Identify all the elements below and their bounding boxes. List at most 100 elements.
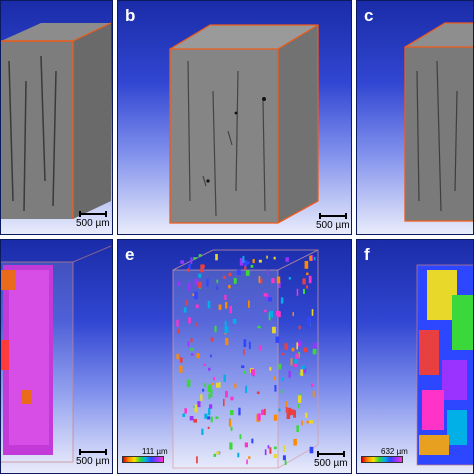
pore-mark bbox=[281, 377, 284, 381]
pore-mark bbox=[239, 434, 242, 440]
pore-mark bbox=[224, 320, 227, 329]
pore-mark bbox=[207, 301, 211, 309]
pore-mark bbox=[286, 412, 291, 419]
pore-mark bbox=[309, 255, 312, 261]
pore-mark bbox=[242, 255, 245, 263]
pore-mark bbox=[244, 264, 247, 270]
pore-mark bbox=[285, 257, 289, 262]
pore-mark bbox=[264, 309, 267, 313]
pore-mark bbox=[291, 409, 295, 415]
pore-mark bbox=[191, 353, 194, 356]
panel-letter-f: f bbox=[364, 245, 370, 264]
pore-mark bbox=[216, 279, 219, 283]
pore-mark bbox=[215, 254, 218, 261]
scale-bar: 500 µm bbox=[316, 213, 350, 231]
pore-mark bbox=[302, 278, 306, 285]
pore-mark bbox=[204, 383, 206, 387]
pore-mark bbox=[306, 420, 309, 424]
pore-mark bbox=[197, 401, 201, 408]
pore-mark bbox=[283, 445, 285, 452]
pore-mark bbox=[228, 419, 232, 427]
pore-mark bbox=[303, 347, 308, 353]
scale-bar: 500 µm bbox=[314, 451, 348, 469]
pore-mark bbox=[269, 367, 272, 371]
pore-mark bbox=[189, 281, 191, 289]
pore-mark bbox=[188, 263, 191, 270]
pore-mark bbox=[185, 300, 188, 306]
panel-d: 500 µm bbox=[0, 239, 113, 474]
pore-mark bbox=[258, 259, 262, 263]
pore-mark bbox=[284, 343, 288, 350]
pore-mark bbox=[193, 257, 197, 260]
pore-mark bbox=[269, 447, 272, 454]
pore-mark bbox=[196, 456, 198, 464]
pore-mark bbox=[177, 328, 180, 334]
pore-mark bbox=[280, 297, 284, 304]
pore-mark bbox=[251, 369, 255, 376]
pore-mark bbox=[230, 410, 234, 416]
pore-mark bbox=[251, 438, 254, 444]
scale-bar: 500 µm bbox=[76, 449, 110, 467]
pore-mark bbox=[284, 460, 287, 465]
pore-mark bbox=[230, 426, 233, 431]
pore-mark bbox=[304, 412, 308, 418]
pore-mark bbox=[194, 291, 198, 300]
pore-mark bbox=[269, 310, 274, 318]
pore-mark bbox=[206, 278, 209, 287]
pore-mark bbox=[180, 357, 183, 363]
pore-mark bbox=[194, 278, 199, 286]
pore-mark bbox=[218, 304, 222, 310]
pore-mark bbox=[273, 256, 276, 260]
micro-ct-volume-b bbox=[169, 24, 319, 224]
pore-mark bbox=[208, 367, 211, 371]
pore-mark bbox=[244, 442, 248, 448]
pore-mark bbox=[233, 277, 237, 284]
pore-mark bbox=[263, 408, 266, 416]
pore-mark bbox=[273, 414, 278, 421]
pore-mark bbox=[296, 288, 299, 296]
pore-mark bbox=[245, 385, 248, 394]
pore-mark bbox=[305, 285, 309, 289]
pore-mark bbox=[268, 297, 272, 302]
pore-mark bbox=[213, 453, 217, 457]
pore-mark bbox=[308, 275, 312, 284]
pore-mark bbox=[190, 348, 194, 351]
pore-mark bbox=[216, 382, 219, 388]
pore-network-f bbox=[416, 264, 473, 466]
pore-mark bbox=[190, 338, 193, 343]
pore-mark bbox=[203, 363, 206, 366]
pore-mark bbox=[266, 269, 269, 275]
pore-mark bbox=[184, 408, 187, 414]
pore-mark bbox=[303, 288, 305, 294]
pore-mark bbox=[237, 452, 240, 458]
pore-mark bbox=[291, 347, 295, 352]
panel-e: e 111 µm 500 µm bbox=[117, 239, 352, 474]
pore-mark bbox=[211, 382, 214, 386]
pore-mark bbox=[288, 370, 291, 378]
pore-mark bbox=[294, 359, 298, 364]
pore-mark bbox=[298, 325, 301, 330]
pore-mark bbox=[267, 445, 270, 449]
pore-mark bbox=[210, 416, 213, 423]
pore-mark bbox=[248, 300, 250, 308]
pore-mark bbox=[190, 257, 193, 264]
pore-mark bbox=[285, 407, 288, 413]
pore-mark bbox=[252, 259, 255, 264]
pore-mark bbox=[207, 416, 211, 420]
pore-mark bbox=[299, 372, 302, 376]
pore-mark bbox=[276, 276, 281, 284]
pore-mark bbox=[225, 390, 228, 398]
panel-b: b 500 µm bbox=[117, 0, 352, 235]
pore-mark bbox=[239, 258, 244, 266]
pore-mark bbox=[295, 353, 299, 359]
pore-mark bbox=[201, 264, 205, 268]
pore-mark bbox=[188, 317, 191, 324]
pore-mark bbox=[214, 325, 217, 333]
pore-mark bbox=[245, 270, 250, 276]
pore-mark bbox=[271, 278, 275, 284]
pore-mark bbox=[275, 336, 280, 343]
pore-mark bbox=[200, 394, 203, 401]
pore-mark bbox=[312, 348, 317, 355]
pore-mark bbox=[186, 379, 191, 388]
pore-mark bbox=[311, 383, 314, 387]
